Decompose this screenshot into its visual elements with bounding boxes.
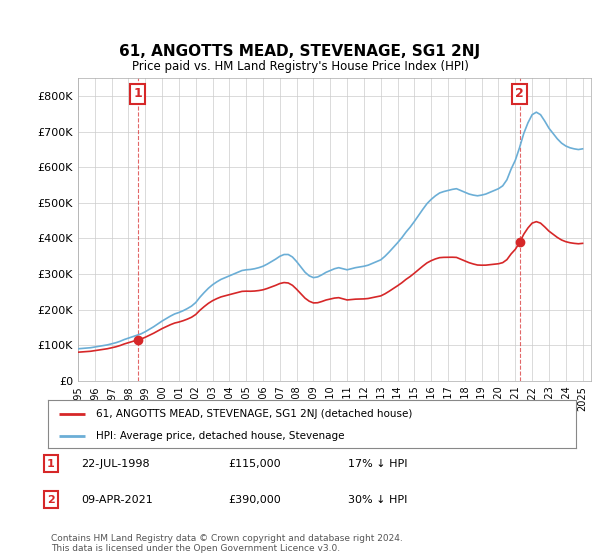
- Text: Price paid vs. HM Land Registry's House Price Index (HPI): Price paid vs. HM Land Registry's House …: [131, 60, 469, 73]
- Text: 17% ↓ HPI: 17% ↓ HPI: [348, 459, 407, 469]
- Text: 2: 2: [47, 494, 55, 505]
- Text: 1: 1: [47, 459, 55, 469]
- Text: Contains HM Land Registry data © Crown copyright and database right 2024.
This d: Contains HM Land Registry data © Crown c…: [51, 534, 403, 553]
- Text: £390,000: £390,000: [228, 494, 281, 505]
- Text: 1: 1: [133, 87, 142, 100]
- Text: 22-JUL-1998: 22-JUL-1998: [81, 459, 149, 469]
- Text: 30% ↓ HPI: 30% ↓ HPI: [348, 494, 407, 505]
- Text: 61, ANGOTTS MEAD, STEVENAGE, SG1 2NJ: 61, ANGOTTS MEAD, STEVENAGE, SG1 2NJ: [119, 44, 481, 59]
- Text: HPI: Average price, detached house, Stevenage: HPI: Average price, detached house, Stev…: [95, 431, 344, 441]
- Text: £115,000: £115,000: [228, 459, 281, 469]
- Text: 2: 2: [515, 87, 524, 100]
- Text: 61, ANGOTTS MEAD, STEVENAGE, SG1 2NJ (detached house): 61, ANGOTTS MEAD, STEVENAGE, SG1 2NJ (de…: [95, 409, 412, 419]
- Text: 09-APR-2021: 09-APR-2021: [81, 494, 153, 505]
